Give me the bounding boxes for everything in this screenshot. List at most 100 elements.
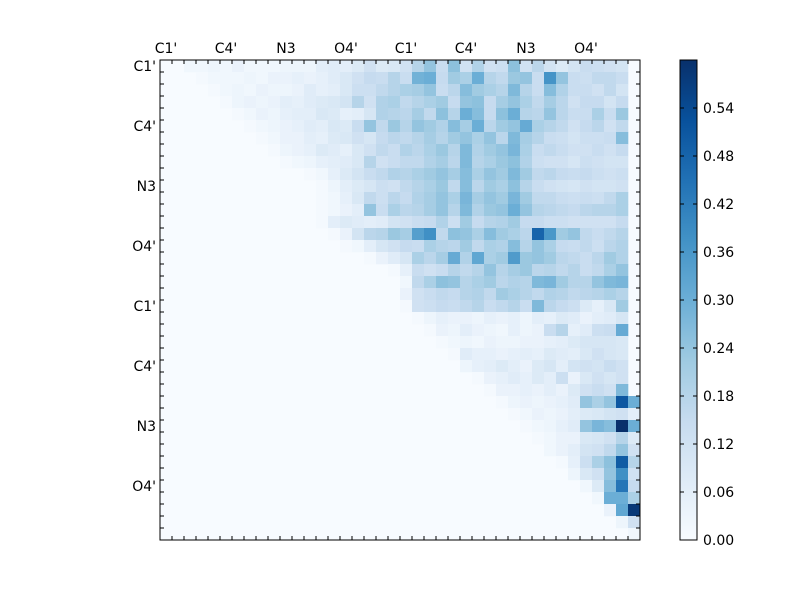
heatmap-cell	[400, 132, 413, 145]
heatmap-cell	[448, 108, 461, 121]
heatmap-cell	[604, 504, 617, 517]
heatmap-cell	[532, 396, 545, 409]
heatmap-cell	[520, 204, 533, 217]
heatmap-cell	[256, 108, 269, 121]
heatmap-cell	[460, 300, 473, 313]
heatmap-cell	[364, 156, 377, 169]
heatmap-cell	[412, 204, 425, 217]
heatmap-cell	[556, 360, 569, 373]
heatmap-cell	[424, 144, 437, 157]
heatmap-cell	[340, 108, 353, 121]
heatmap-cell	[364, 60, 377, 73]
heatmap-cell	[556, 276, 569, 289]
heatmap-cell	[532, 384, 545, 397]
heatmap-cell	[580, 156, 593, 169]
heatmap-cell	[424, 132, 437, 145]
heatmap-cell	[568, 180, 581, 193]
heatmap-cell	[376, 204, 389, 217]
heatmap-cell	[592, 444, 605, 457]
heatmap-cell	[580, 84, 593, 97]
heatmap-cell	[592, 156, 605, 169]
heatmap-cell	[268, 120, 281, 133]
heatmap-cell	[568, 192, 581, 205]
heatmap-cell	[532, 72, 545, 85]
heatmap-cell	[376, 240, 389, 253]
heatmap-cell	[460, 108, 473, 121]
heatmap-cell	[412, 192, 425, 205]
heatmap-cell	[400, 276, 413, 289]
heatmap-cell	[592, 144, 605, 157]
heatmap-cell	[580, 348, 593, 361]
heatmap-cell	[616, 96, 629, 109]
heatmap-cell	[400, 156, 413, 169]
heatmap-cell	[580, 288, 593, 301]
colorbar-ticks: 0.00 0.06 0.12 0.18 0.24 0.30 0.36 0.42 0.48 0.54	[680, 101, 734, 549]
heatmap-cell	[604, 348, 617, 361]
heatmap-cell	[580, 216, 593, 229]
heatmap-cell	[460, 192, 473, 205]
heatmap-cell	[628, 504, 641, 517]
heatmap-cell	[400, 288, 413, 301]
heatmap-cell	[592, 264, 605, 277]
heatmap-cell	[424, 168, 437, 181]
heatmap-cell	[592, 396, 605, 409]
x-tick-label: O4'	[334, 41, 358, 57]
heatmap-cell	[256, 132, 269, 145]
heatmap-cell	[400, 264, 413, 277]
heatmap-cell	[280, 84, 293, 97]
heatmap-cell	[340, 228, 353, 241]
heatmap-cell	[484, 228, 497, 241]
heatmap-cell	[388, 168, 401, 181]
heatmap-cell	[532, 240, 545, 253]
heatmap-cell	[616, 372, 629, 385]
y-tick-label: O4'	[132, 239, 156, 255]
heatmap-cell	[424, 204, 437, 217]
heatmap-cell	[580, 60, 593, 73]
heatmap-cell	[520, 324, 533, 337]
heatmap-cell	[484, 60, 497, 73]
heatmap-cell	[592, 72, 605, 85]
heatmap-cell	[604, 192, 617, 205]
heatmap-cell	[316, 132, 329, 145]
heatmap-cell	[400, 180, 413, 193]
heatmap-cell	[304, 156, 317, 169]
heatmap-cell	[304, 168, 317, 181]
heatmap-cell	[460, 120, 473, 133]
heatmap-cell	[520, 156, 533, 169]
heatmap-cell	[352, 108, 365, 121]
heatmap-cell	[388, 204, 401, 217]
heatmap-cell	[544, 420, 557, 433]
heatmap-cell	[568, 336, 581, 349]
heatmap-cell	[580, 456, 593, 469]
heatmap-cell	[484, 372, 497, 385]
heatmap-cell	[328, 144, 341, 157]
heatmap-cell	[460, 96, 473, 109]
heatmap-cell	[412, 180, 425, 193]
heatmap-cell	[544, 60, 557, 73]
heatmap-cell	[520, 360, 533, 373]
heatmap-cell	[400, 120, 413, 133]
heatmap-cell	[472, 192, 485, 205]
heatmap-cell	[316, 180, 329, 193]
heatmap-cell	[448, 144, 461, 157]
heatmap-cell	[460, 348, 473, 361]
heatmap-cell	[460, 204, 473, 217]
colorbar-tick-label: 0.36	[703, 245, 734, 261]
y-tick-label: C4'	[133, 119, 156, 135]
heatmap-cell	[388, 84, 401, 97]
heatmap-cell	[616, 276, 629, 289]
heatmap-cell	[532, 84, 545, 97]
heatmap-cell	[616, 264, 629, 277]
heatmap-cell	[304, 60, 317, 73]
heatmap-cell	[604, 396, 617, 409]
heatmap-cell	[508, 360, 521, 373]
heatmap-cell	[556, 288, 569, 301]
heatmap-cell	[328, 96, 341, 109]
heatmap-cell	[292, 96, 305, 109]
heatmap-cell	[316, 120, 329, 133]
heatmap-cell	[616, 348, 629, 361]
heatmap-cell	[604, 84, 617, 97]
heatmap-cell	[376, 96, 389, 109]
heatmap-cell	[436, 60, 449, 73]
heatmap-cell	[472, 324, 485, 337]
